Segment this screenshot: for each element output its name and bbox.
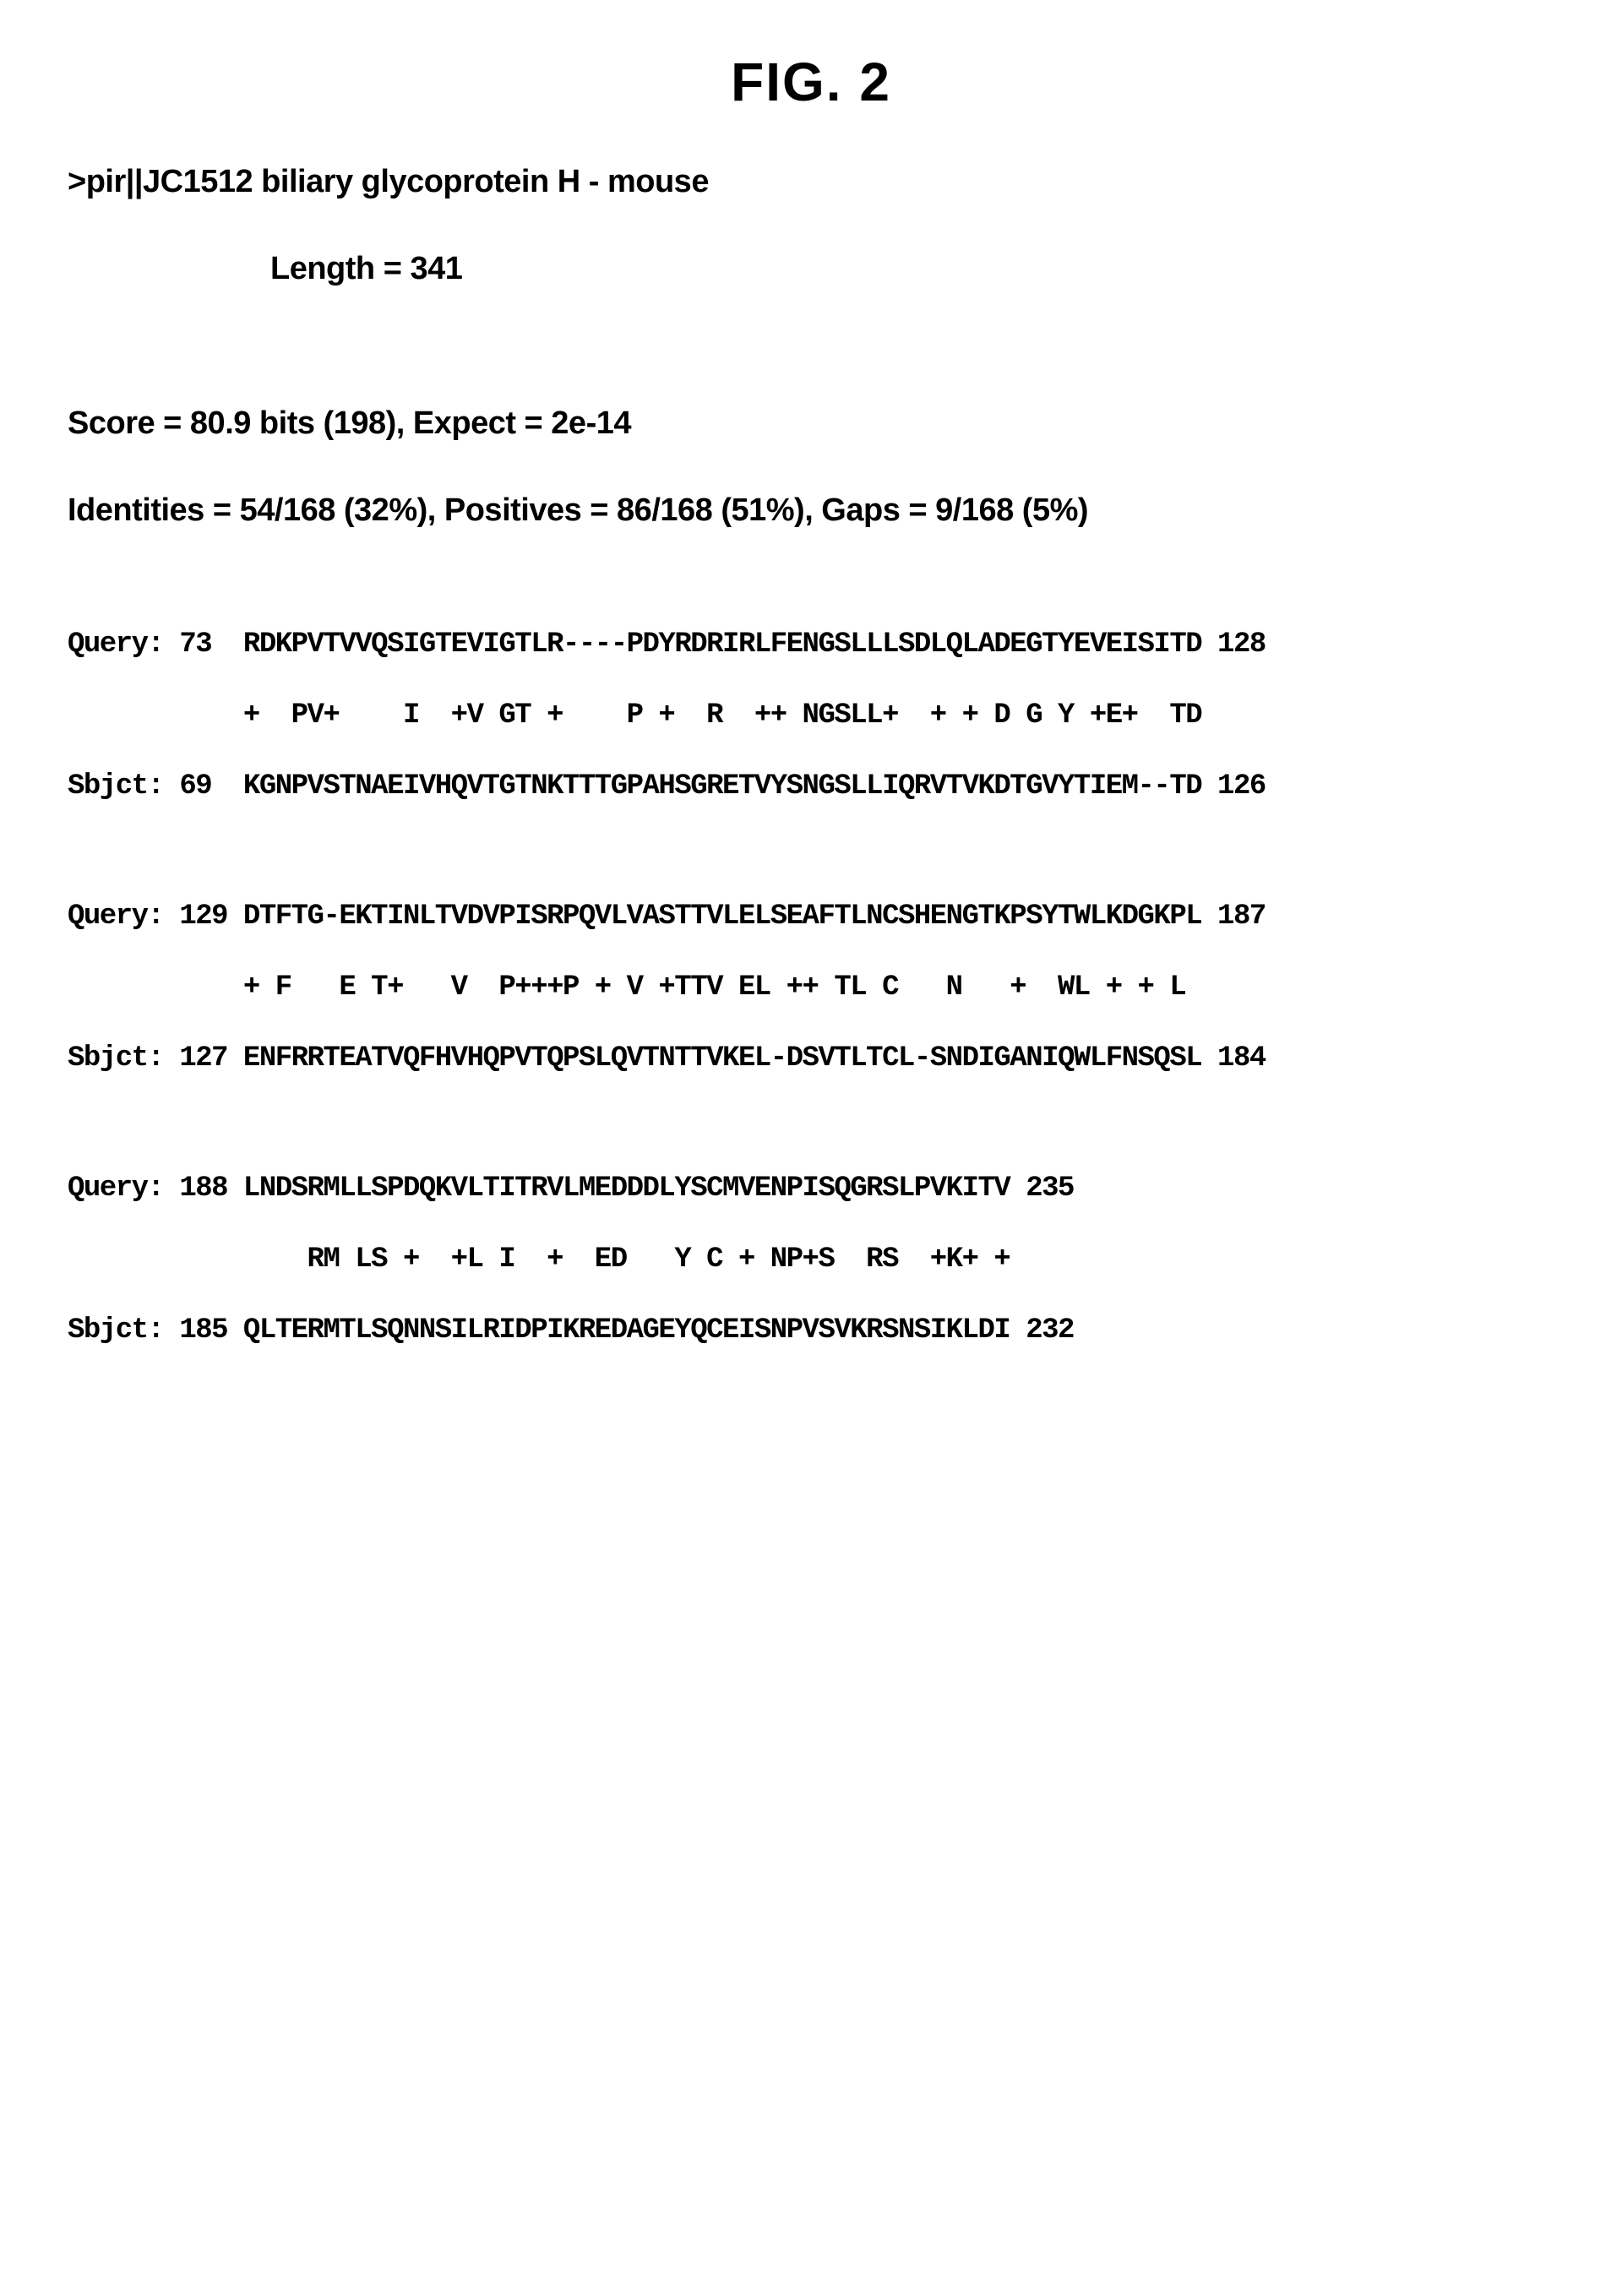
sbjct-line: Sbjct: 69 KGNPVSTNAEIVHQVTGTNKTTTGPAHSGR…	[68, 772, 1554, 801]
query-line: Query: 73 RDKPVTVVQSIGTEVIGTLR----PDYRDR…	[68, 630, 1554, 659]
match-line: RM LS + +L I + ED Y C + NP+S RS +K+ +	[68, 1245, 1554, 1274]
sbjct-line: Sbjct: 127 ENFRRTEATVQFHVHQPVTQPSLQVTNTT…	[68, 1044, 1554, 1073]
match-line: + F E T+ V P+++P + V +TTV EL ++ TL C N +…	[68, 973, 1554, 1002]
score-line: Score = 80.9 bits (198), Expect = 2e-14	[68, 405, 1554, 442]
alignment-block-2: Query: 129 DTFTG-EKTINLTVDVPISRPQVLVASTT…	[68, 902, 1554, 1073]
length-line: Length = 341	[270, 251, 1554, 287]
alignment-block-1: Query: 73 RDKPVTVVQSIGTEVIGTLR----PDYRDR…	[68, 630, 1554, 801]
match-line: + PV+ I +V GT + P + R ++ NGSLL+ + + D G …	[68, 701, 1554, 730]
alignment-block-3: Query: 188 LNDSRMLLSPDQKVLTITRVLMEDDDLYS…	[68, 1174, 1554, 1345]
sbjct-line: Sbjct: 185 QLTERMTLSQNNSILRIDPIKREDAGEYQ…	[68, 1316, 1554, 1345]
query-line: Query: 188 LNDSRMLLSPDQKVLTITRVLMEDDDLYS…	[68, 1174, 1554, 1203]
figure-title: FIG. 2	[68, 51, 1554, 113]
sequence-id-line: >pir||JC1512 biliary glycoprotein H - mo…	[68, 164, 1554, 200]
query-line: Query: 129 DTFTG-EKTINLTVDVPISRPQVLVASTT…	[68, 902, 1554, 931]
identities-line: Identities = 54/168 (32%), Positives = 8…	[68, 492, 1554, 529]
